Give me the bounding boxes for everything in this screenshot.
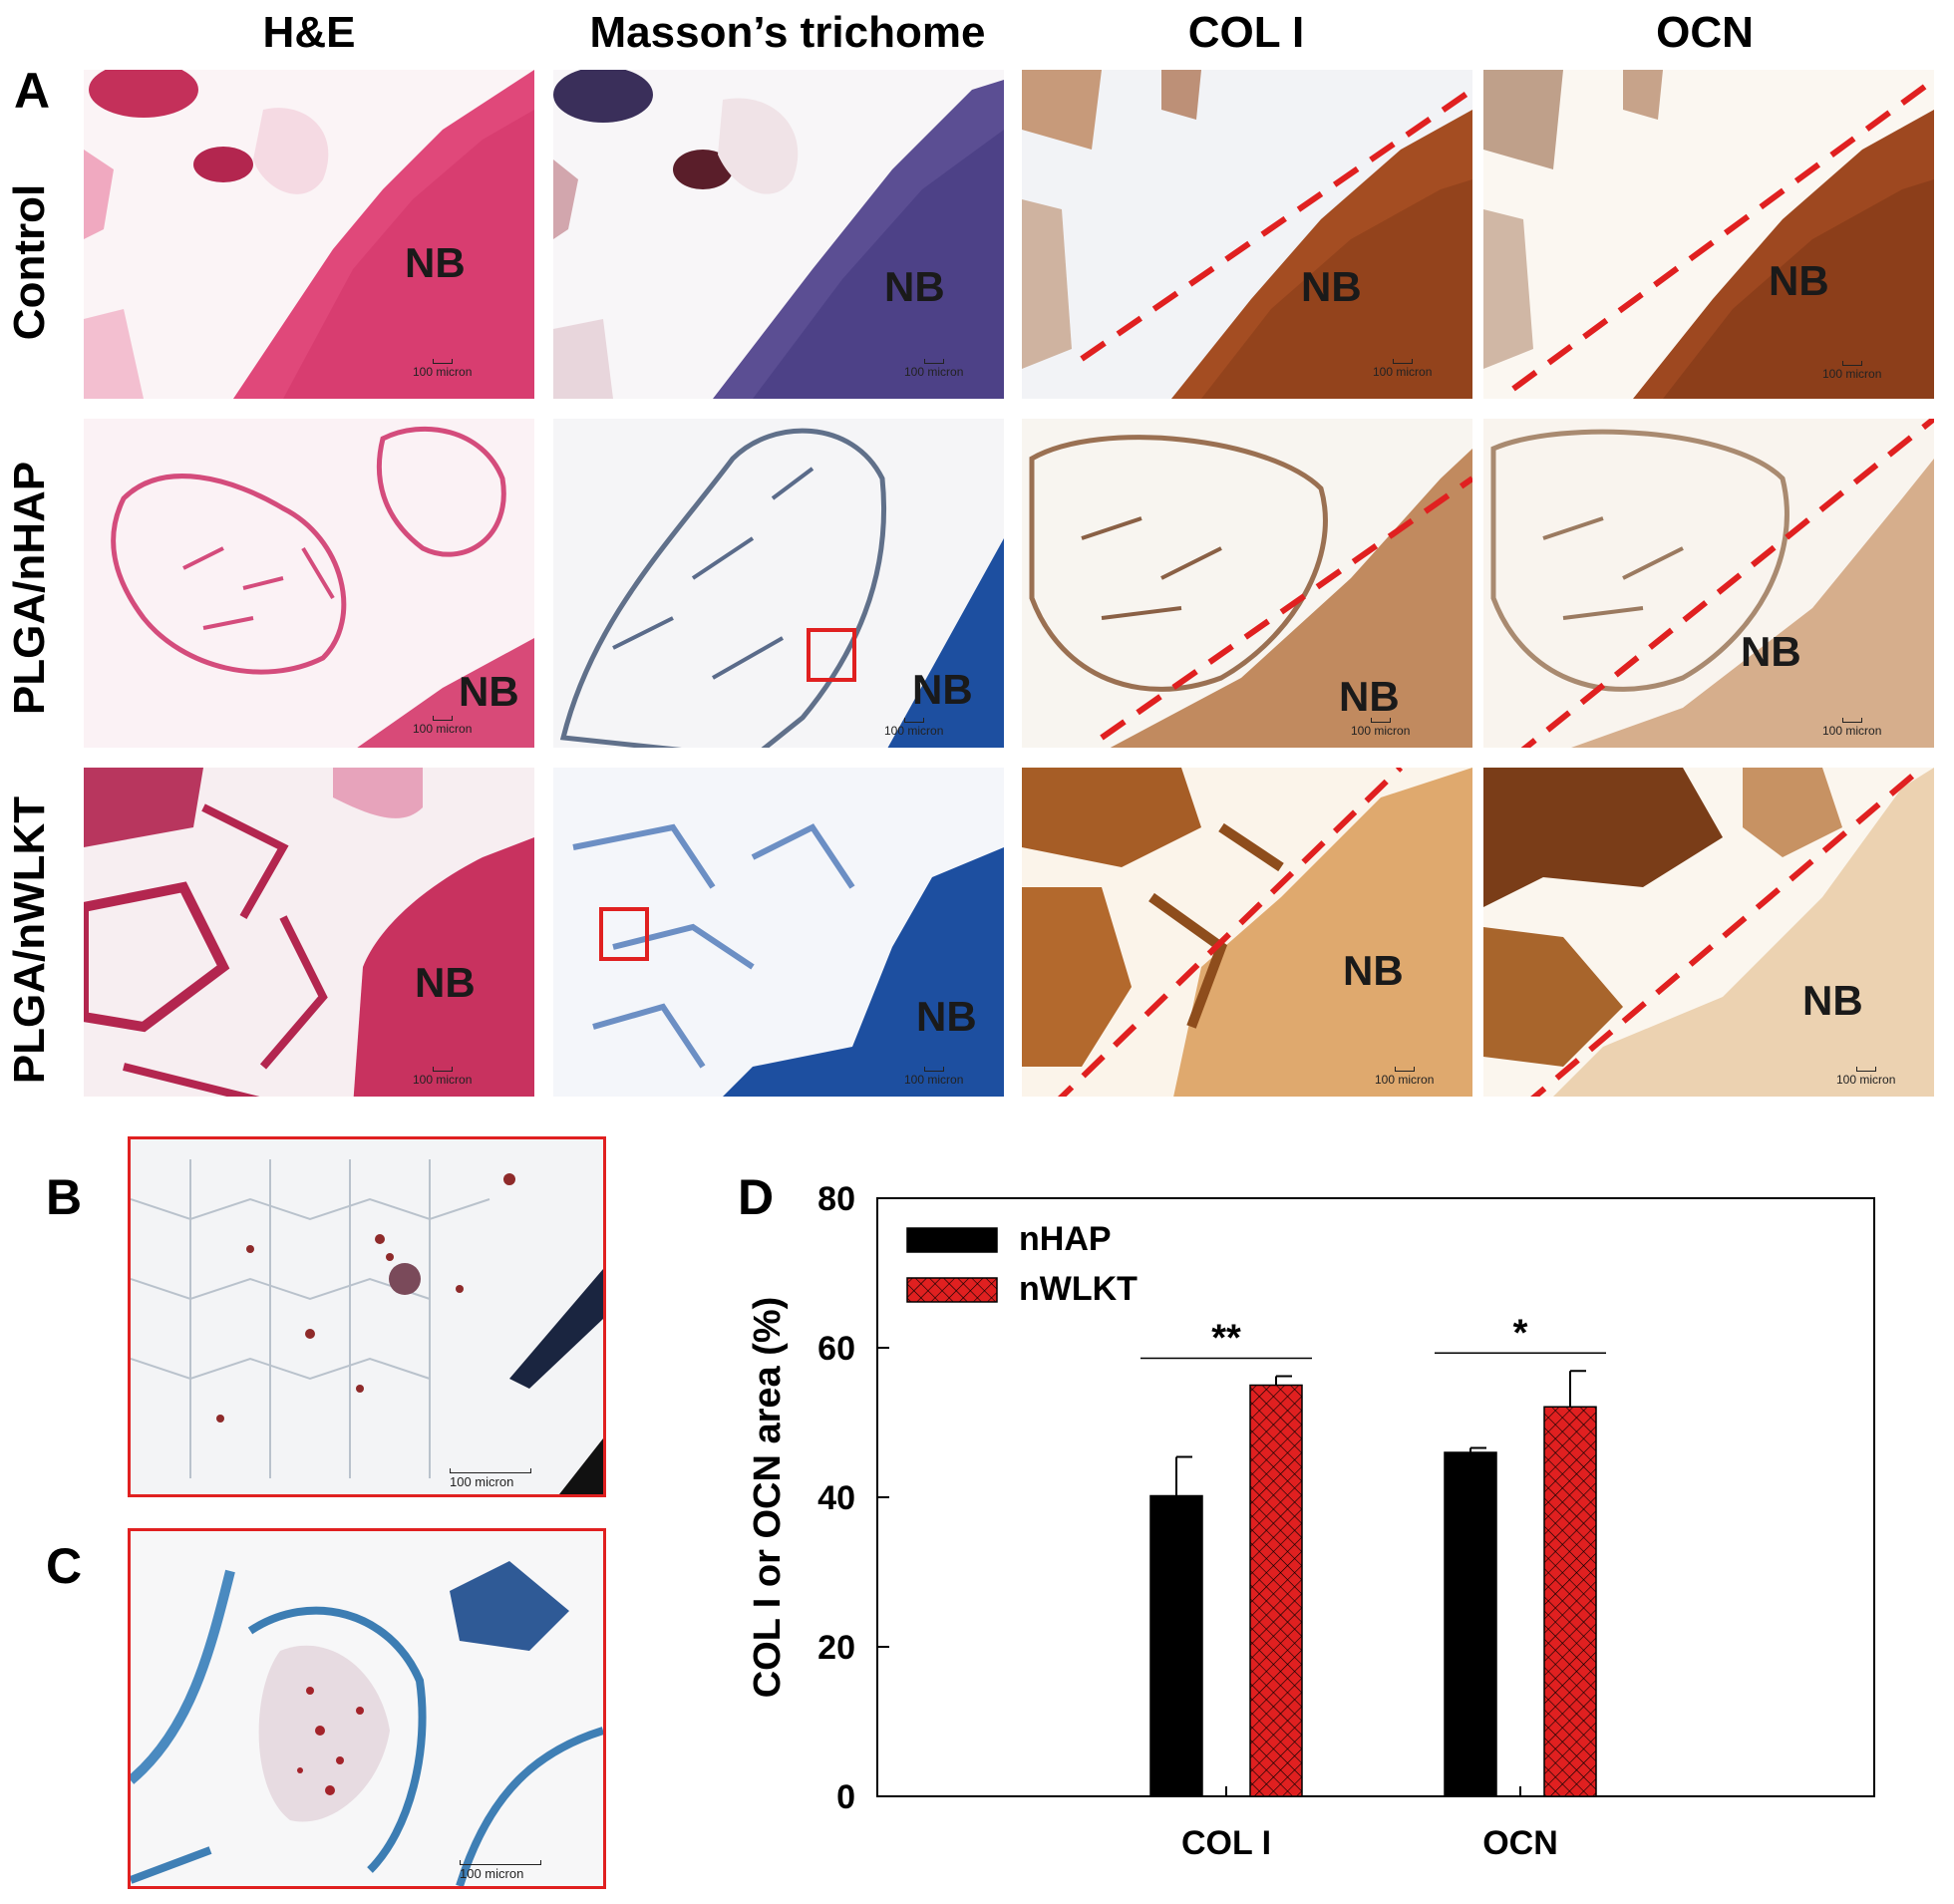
inset-c-scale-label: 100 micron — [460, 1866, 524, 1881]
tile-label-nb: NB — [1802, 977, 1863, 1024]
scale-bar: 100 micron — [884, 718, 943, 738]
scale-bar-line — [432, 359, 453, 364]
x-tick-label: OCN — [1482, 1824, 1558, 1862]
scale-bar-label: 100 micron — [413, 365, 473, 379]
scale-bar-line — [923, 359, 944, 364]
y-tick-label: 60 — [817, 1330, 855, 1368]
bar-nhap — [1444, 1451, 1497, 1797]
panel-letter-d: D — [738, 1169, 775, 1225]
legend-swatch-nhap — [906, 1227, 998, 1253]
legend-label-nhap: nHAP — [1019, 1220, 1112, 1258]
y-tick-label: 0 — [836, 1778, 855, 1816]
panel-letter-b: B — [46, 1169, 83, 1225]
tile-control-masson: NB 100 micron — [553, 70, 1004, 399]
tile-label-nb: NB — [1343, 947, 1404, 994]
panel-letter-a: A — [14, 63, 51, 119]
tile-nwlkt-col1: NB 100 micron — [1022, 768, 1472, 1097]
inset-b-scale-line — [450, 1468, 531, 1473]
bar-nwlkt — [1249, 1384, 1303, 1797]
scale-bar-line — [432, 1067, 453, 1072]
scale-bar: 100 micron — [1836, 1067, 1895, 1087]
scale-bar-label: 100 micron — [1836, 1073, 1896, 1087]
tile-label-nb: NB — [405, 239, 466, 286]
tile-nhap-col1: NB 100 micron — [1022, 419, 1472, 748]
inset-c-scale-line — [460, 1860, 541, 1865]
inset-b-image: 100 micron — [128, 1136, 606, 1497]
inset-c-image: 100 micron — [128, 1528, 606, 1889]
legend-swatch-nwlkt — [906, 1277, 998, 1303]
scale-bar: 100 micron — [1351, 718, 1410, 738]
y-axis-label: COL I or OCN area (%) — [747, 1297, 789, 1699]
tile-label-nb: NB — [1741, 628, 1801, 675]
scale-bar: 100 micron — [904, 1067, 963, 1087]
scale-bar-label: 100 micron — [413, 722, 473, 736]
legend-label-nwlkt: nWLKT — [1019, 1270, 1138, 1308]
inset-b-scale: 100 micron — [450, 1468, 531, 1489]
tile-nhap-masson: NB 100 micron — [553, 419, 1004, 748]
scale-bar-label: 100 micron — [904, 1073, 964, 1087]
tile-control-col1: NB 100 micron — [1022, 70, 1472, 399]
scale-bar: 100 micron — [904, 359, 963, 379]
bar-nhap — [1149, 1494, 1203, 1797]
tile-nhap-ocn: NB 100 micron — [1483, 419, 1934, 748]
scale-bar: 100 micron — [1822, 361, 1881, 381]
scale-bar-label: 100 micron — [1822, 724, 1882, 738]
tile-control-he: NB 100 micron — [84, 70, 534, 399]
tile-nwlkt-he: NB 100 micron — [84, 768, 534, 1097]
significance-marker: * — [1513, 1312, 1528, 1354]
scale-bar-line — [1841, 361, 1862, 366]
scale-bar-label: 100 micron — [1375, 1073, 1435, 1087]
scale-bar: 100 micron — [413, 716, 472, 736]
significance-marker: ** — [1211, 1318, 1241, 1360]
tile-control-ocn: NB 100 micron — [1483, 70, 1934, 399]
scale-bar-line — [1841, 718, 1862, 723]
column-header-he: H&E — [262, 8, 356, 57]
scale-bar-label: 100 micron — [413, 1073, 473, 1087]
panel-letter-c: C — [46, 1538, 83, 1594]
row-header-plga-nhap: PLGA/nHAP — [5, 461, 54, 716]
tile-label-nb: NB — [916, 993, 977, 1040]
scale-bar-label: 100 micron — [1351, 724, 1411, 738]
tile-label-nb: NB — [1769, 257, 1829, 304]
tile-label-nb: NB — [912, 666, 973, 713]
scale-bar: 100 micron — [1822, 718, 1881, 738]
tile-nhap-he: NB 100 micron — [84, 419, 534, 748]
column-header-masson: Masson’s trichome — [589, 8, 986, 57]
scale-bar: 100 micron — [1373, 359, 1432, 379]
tile-label-nb: NB — [884, 263, 945, 310]
scale-bar-label: 100 micron — [884, 724, 944, 738]
scale-bar: 100 micron — [413, 1067, 472, 1087]
scale-bar-label: 100 micron — [1822, 367, 1882, 381]
tile-label-nb: NB — [1301, 263, 1362, 310]
scale-bar: 100 micron — [413, 359, 472, 379]
bar-chart-d: 0 20 40 60 80 COL I or OCN area (%) COL I ** OCN… — [738, 1156, 1934, 1894]
tile-nwlkt-masson: NB 100 micron — [553, 768, 1004, 1097]
scale-bar-line — [903, 718, 924, 723]
row-header-plga-nwlkt: PLGA/nWLKT — [5, 795, 54, 1085]
scale-bar-label: 100 micron — [1373, 365, 1433, 379]
tile-label-nb: NB — [415, 959, 476, 1006]
y-tick-label: 20 — [817, 1629, 855, 1667]
bar-nwlkt — [1543, 1406, 1597, 1797]
scale-bar-line — [1370, 718, 1391, 723]
bar-chart-svg: 0 20 40 60 80 COL I or OCN area (%) COL I ** OCN… — [747, 1180, 1875, 1862]
scale-bar-line — [1392, 359, 1413, 364]
x-tick-label: COL I — [1181, 1824, 1271, 1862]
inset-c-scale: 100 micron — [460, 1860, 541, 1881]
inset-b-scale-label: 100 micron — [450, 1474, 514, 1489]
scale-bar: 100 micron — [1375, 1067, 1434, 1087]
scale-bar-line — [432, 716, 453, 721]
scale-bar-label: 100 micron — [904, 365, 964, 379]
column-header-col1: COL I — [1187, 8, 1305, 57]
y-tick-label: 80 — [817, 1180, 855, 1218]
row-header-control: Control — [5, 183, 54, 341]
y-tick-label: 40 — [817, 1479, 855, 1517]
scale-bar-line — [1394, 1067, 1415, 1072]
tile-label-nb: NB — [459, 668, 519, 715]
tile-nwlkt-ocn: NB 100 micron — [1483, 768, 1934, 1097]
tile-label-nb: NB — [1339, 673, 1400, 720]
column-header-ocn: OCN — [1656, 8, 1754, 57]
scale-bar-line — [1855, 1067, 1876, 1072]
scale-bar-line — [923, 1067, 944, 1072]
